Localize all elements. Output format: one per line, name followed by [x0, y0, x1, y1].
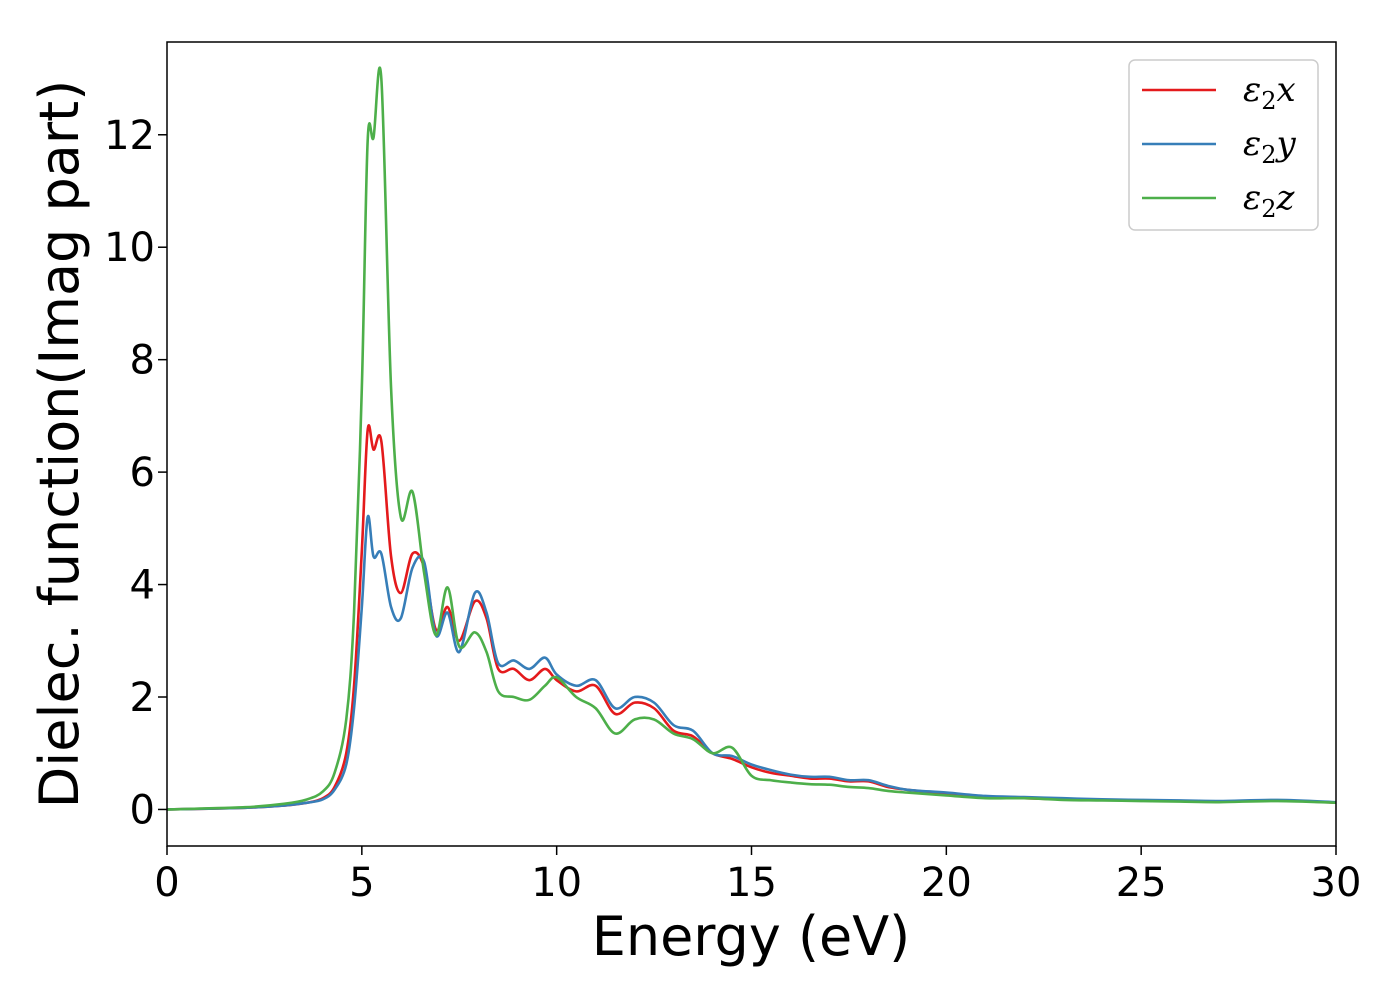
y-tick-label: 0 [130, 787, 155, 833]
x-tick-label: 20 [921, 860, 972, 906]
x-tick-label: 30 [1311, 860, 1362, 906]
series-layer [166, 66, 1337, 811]
legend-label-y: ε2y [1243, 124, 1297, 169]
series-line-x [166, 424, 1337, 811]
legend-label-x: ε2x [1243, 70, 1296, 115]
series-line-z [166, 66, 1337, 811]
y-tick-label: 6 [130, 450, 155, 496]
legend-box [1128, 59, 1319, 231]
y-tick-label: 12 [104, 113, 155, 159]
series-line-y [166, 514, 1337, 811]
x-tick-label: 10 [531, 860, 582, 906]
x-tick-label: 5 [349, 860, 374, 906]
y-tick-label: 2 [130, 675, 155, 721]
y-tick-label: 8 [130, 338, 155, 384]
y-tick-label: 4 [130, 563, 155, 609]
x-axis-ticks: 0 5 10 15 20 25 30 [154, 846, 1361, 906]
x-tick-label: 25 [1116, 860, 1167, 906]
legend-items: ε2x ε2y ε2z [1142, 70, 1297, 223]
x-tick-label: 15 [726, 860, 777, 906]
y-axis-label: Dielec. function(Imag part) [28, 80, 91, 809]
legend: ε2x ε2y ε2z [1128, 59, 1319, 231]
x-tick-label: 0 [154, 860, 179, 906]
x-axis-label: Energy (eV) [592, 905, 911, 968]
legend-label-z: ε2z [1243, 178, 1296, 223]
y-axis-ticks: 0 2 4 6 8 10 12 [104, 113, 167, 833]
y-tick-label: 10 [104, 225, 155, 271]
